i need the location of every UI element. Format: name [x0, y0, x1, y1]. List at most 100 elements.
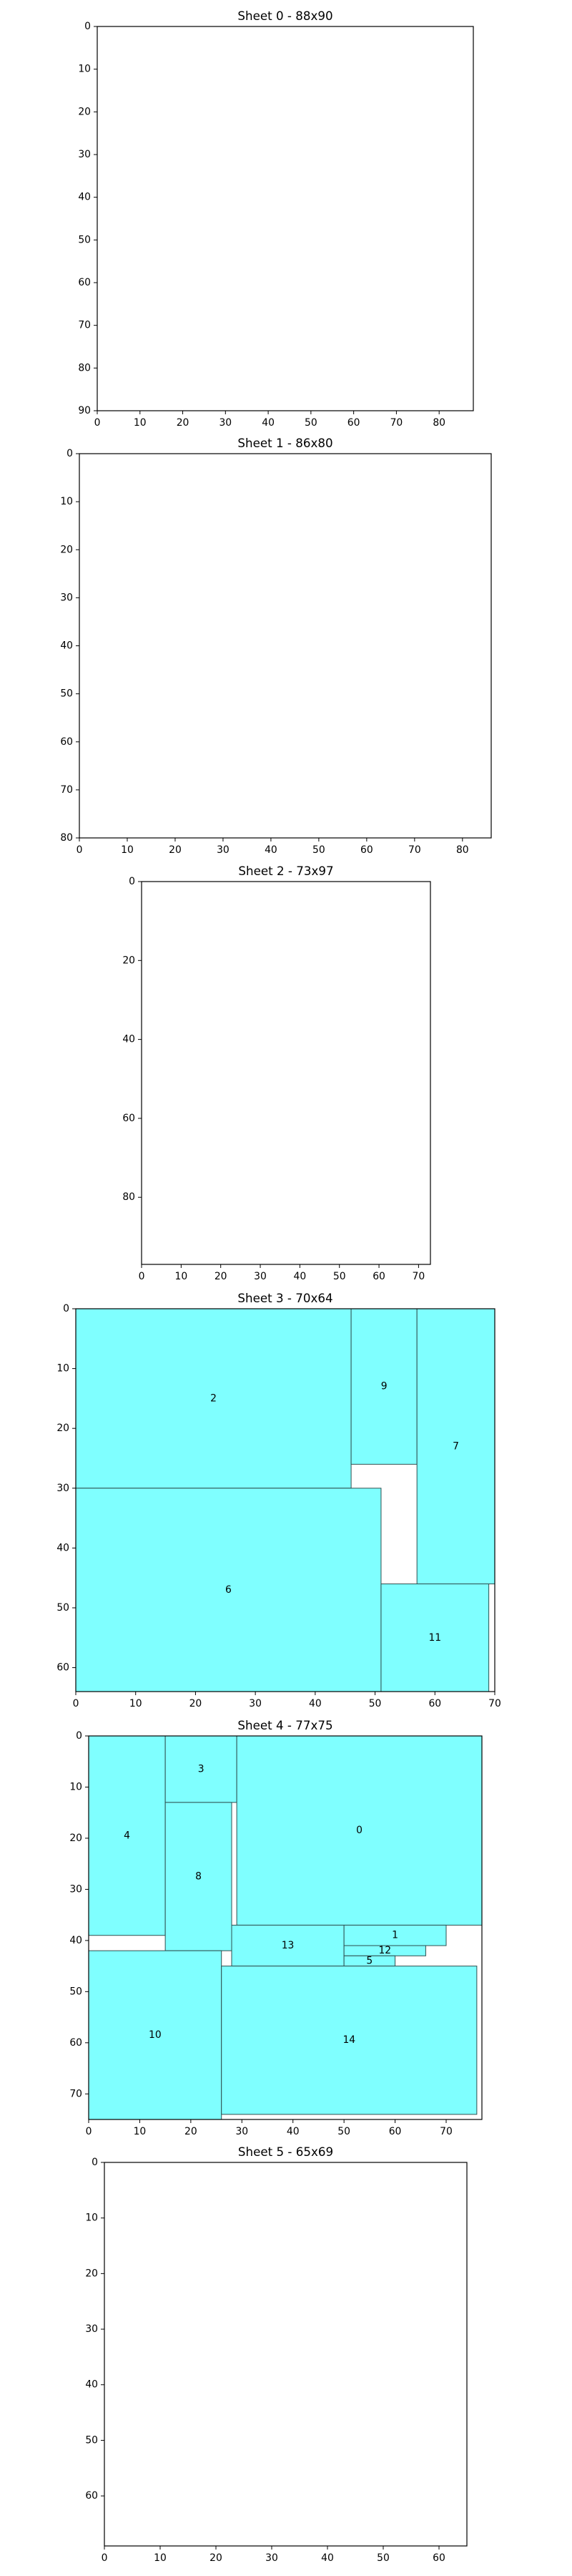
x-tick-label: 30	[219, 417, 232, 429]
x-tick-label: 60	[360, 844, 373, 856]
y-tick-label: 70	[69, 2088, 82, 2099]
x-tick-label: 0	[139, 1271, 145, 1282]
piece-label: 7	[453, 1440, 459, 1452]
y-tick-label: 90	[78, 405, 91, 416]
y-tick-label: 20	[56, 1423, 69, 1434]
x-tick-label: 0	[94, 417, 101, 429]
y-tick-label: 60	[122, 1113, 135, 1124]
axes-frame	[79, 453, 492, 839]
sheet-title: Sheet 5 - 65x69	[238, 2145, 333, 2159]
sheet-title: Sheet 1 - 86x80	[237, 436, 332, 450]
sheet-title: Sheet 2 - 73x97	[238, 864, 333, 878]
y-tick-label: 30	[85, 2323, 98, 2335]
y-tick-label: 50	[78, 234, 91, 245]
x-tick-label: 60	[428, 1698, 441, 1709]
y-tick-label: 60	[78, 277, 91, 288]
sheet-title: Sheet 3 - 70x64	[237, 1291, 332, 1305]
x-tick-label: 0	[86, 2126, 92, 2137]
piece-rect	[236, 1735, 483, 1926]
y-tick-label: 0	[92, 2157, 98, 2168]
y-tick-label: 40	[56, 1542, 69, 1553]
piece-rect	[164, 1735, 237, 1803]
axes-frame	[75, 1308, 495, 1692]
x-tick-label: 50	[377, 2552, 390, 2564]
x-tick-label: 20	[169, 844, 182, 856]
piece-label: 4	[124, 1830, 130, 1841]
piece-label: 6	[225, 1584, 232, 1596]
piece-label: 2	[210, 1392, 217, 1404]
y-tick-label: 30	[78, 149, 91, 160]
sheet-panel: Sheet 2 - 73x97 0 10 20 30 40 50 60 70 0 20 40 60 80	[122, 864, 431, 1282]
y-tick-label: 50	[60, 688, 73, 700]
piece-rect	[343, 1924, 447, 1946]
piece-rect	[75, 1308, 352, 1489]
axes-frame	[104, 2162, 468, 2547]
y-tick-label: 50	[56, 1602, 69, 1614]
y-tick-label: 20	[78, 106, 91, 117]
y-tick-label: 30	[56, 1483, 69, 1494]
x-tick-label: 30	[249, 1698, 262, 1709]
y-tick-label: 70	[60, 784, 73, 796]
y-tick-label: 10	[69, 1781, 82, 1792]
piece-label: 12	[378, 1945, 391, 1956]
sheet-panel: Sheet 5 - 65x69 0 10 20 30 40 50 60 0 10 20 30 40 50 6…	[85, 2145, 468, 2564]
y-tick-label: 0	[76, 1730, 82, 1742]
x-tick-label: 80	[456, 844, 469, 856]
sheet-panel: Sheet 3 - 70x64 2 9 7 6 11 0 10 20 30 40 50 60 70 0 10 2…	[56, 1291, 501, 1709]
y-tick-label: 10	[78, 64, 91, 75]
piece-label: 10	[149, 2029, 162, 2041]
y-tick-label: 40	[122, 1034, 135, 1045]
x-tick-label: 20	[189, 1698, 202, 1709]
x-tick-label: 40	[262, 417, 275, 429]
piece-label: 14	[342, 2034, 355, 2046]
x-tick-label: 0	[73, 1698, 79, 1709]
piece-label: 3	[198, 1763, 204, 1775]
y-tick-label: 40	[60, 640, 73, 652]
y-tick-label: 60	[60, 736, 73, 748]
x-tick-label: 20	[184, 2126, 197, 2137]
piece-rect	[221, 1966, 478, 2115]
y-tick-label: 20	[60, 544, 73, 555]
axes-frame	[97, 26, 474, 411]
x-tick-label: 10	[154, 2552, 167, 2564]
y-tick-label: 60	[56, 1662, 69, 1674]
y-tick-label: 10	[56, 1363, 69, 1375]
y-tick-label: 30	[60, 592, 73, 603]
piece-rect	[350, 1308, 418, 1465]
x-tick-label: 60	[373, 1271, 385, 1282]
y-tick-label: 60	[69, 2037, 82, 2049]
y-tick-label: 0	[129, 876, 135, 887]
piece-label: 11	[428, 1632, 441, 1644]
x-tick-label: 50	[369, 1698, 382, 1709]
x-tick-label: 10	[174, 1271, 187, 1282]
y-tick-label: 60	[85, 2490, 98, 2502]
y-tick-label: 70	[78, 320, 91, 331]
x-tick-label: 70	[390, 417, 403, 429]
x-tick-label: 70	[488, 1698, 501, 1709]
x-tick-label: 20	[177, 417, 189, 429]
x-tick-label: 30	[235, 2126, 248, 2137]
y-tick-label: 50	[85, 2434, 98, 2446]
x-tick-label: 10	[121, 844, 134, 856]
x-tick-label: 70	[408, 844, 421, 856]
x-tick-label: 0	[77, 844, 83, 856]
x-tick-label: 40	[265, 844, 277, 856]
axes-frame	[141, 881, 431, 1265]
y-tick-label: 80	[60, 832, 73, 844]
y-tick-label: 40	[69, 1935, 82, 1946]
x-tick-label: 50	[333, 1271, 346, 1282]
piece-rect	[88, 1735, 166, 1936]
piece-label: 5	[366, 1955, 373, 1966]
y-tick-label: 0	[84, 21, 91, 32]
piece-label: 9	[381, 1381, 388, 1392]
piece-label: 1	[392, 1930, 398, 1941]
x-tick-label: 40	[321, 2552, 334, 2564]
x-tick-label: 60	[433, 2552, 445, 2564]
x-tick-label: 10	[134, 417, 147, 429]
sheet-title: Sheet 0 - 88x90	[237, 9, 332, 23]
sheet-panel: Sheet 1 - 86x80 0 10 20 30 40 50 60 70 80 0 10 20 30 4…	[60, 436, 492, 856]
y-tick-label: 40	[85, 2379, 98, 2391]
sheet-panel: Sheet 0 - 88x90 0 10 20 30 40 50 60 70 80 0 10 20 30 4…	[78, 9, 474, 429]
axes-frame	[88, 1735, 483, 2120]
